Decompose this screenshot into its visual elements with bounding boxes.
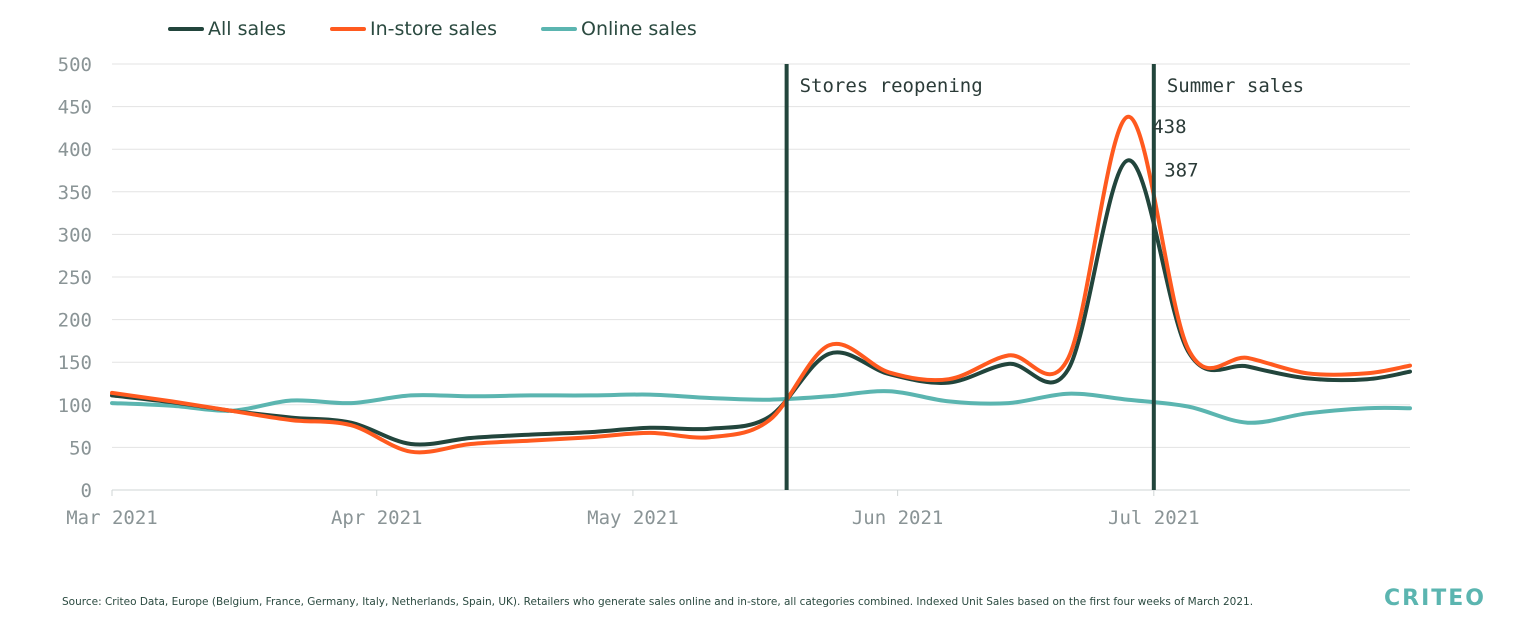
x-tick-label-jul-2021: Jul 2021 <box>1108 507 1200 529</box>
series-line-online <box>110 389 1412 425</box>
y-tick-label-250: 250 <box>58 267 92 289</box>
annotation-label-0: Stores reopening <box>800 75 983 97</box>
legend: All sales In-store sales Online sales <box>168 18 697 40</box>
y-tick-label-450: 450 <box>58 97 92 119</box>
legend-item-all-sales: All sales <box>168 18 286 40</box>
legend-swatch-online-sales <box>541 27 578 31</box>
legend-label-online-sales: Online sales <box>581 18 697 40</box>
data-label-all-peak: 387 <box>1164 159 1198 181</box>
legend-label-instore-sales: In-store sales <box>370 18 498 40</box>
legend-label-all-sales: All sales <box>208 18 287 40</box>
y-tick-label-500: 500 <box>58 54 92 76</box>
y-tick-label-350: 350 <box>58 182 92 204</box>
x-tick-label-apr-2021: Apr 2021 <box>331 507 423 529</box>
x-tick-label-mar-2021: Mar 2021 <box>66 507 158 529</box>
y-tick-label-50: 50 <box>69 437 92 459</box>
data-label-instore-peak: 438 <box>1152 116 1186 138</box>
legend-item-instore-sales: In-store sales <box>330 18 497 40</box>
legend-item-online-sales: Online sales <box>541 18 697 40</box>
line-chart: 0 50 100 150 200 250 300 350 400 450 500 Mar 2021 Ap… <box>58 54 1412 529</box>
legend-swatch-all-sales <box>168 27 204 31</box>
source-note: Source: Criteo Data, Europe (Belgium, Fr… <box>62 596 1254 608</box>
y-tick-label-400: 400 <box>58 139 92 161</box>
criteo-logo: CRITEO <box>1384 586 1487 611</box>
y-tick-label-100: 100 <box>58 395 92 417</box>
annotation-label-1: Summer sales <box>1167 75 1304 97</box>
y-tick-label-200: 200 <box>58 310 92 332</box>
y-tick-label-150: 150 <box>58 352 92 374</box>
x-tick-label-may-2021: May 2021 <box>587 507 679 529</box>
series-line-instore <box>110 114 1412 455</box>
legend-swatch-instore-sales <box>330 27 367 31</box>
y-tick-label-0: 0 <box>81 480 92 502</box>
x-tick-label-jun-2021: Jun 2021 <box>852 507 944 529</box>
y-tick-label-300: 300 <box>58 224 92 246</box>
